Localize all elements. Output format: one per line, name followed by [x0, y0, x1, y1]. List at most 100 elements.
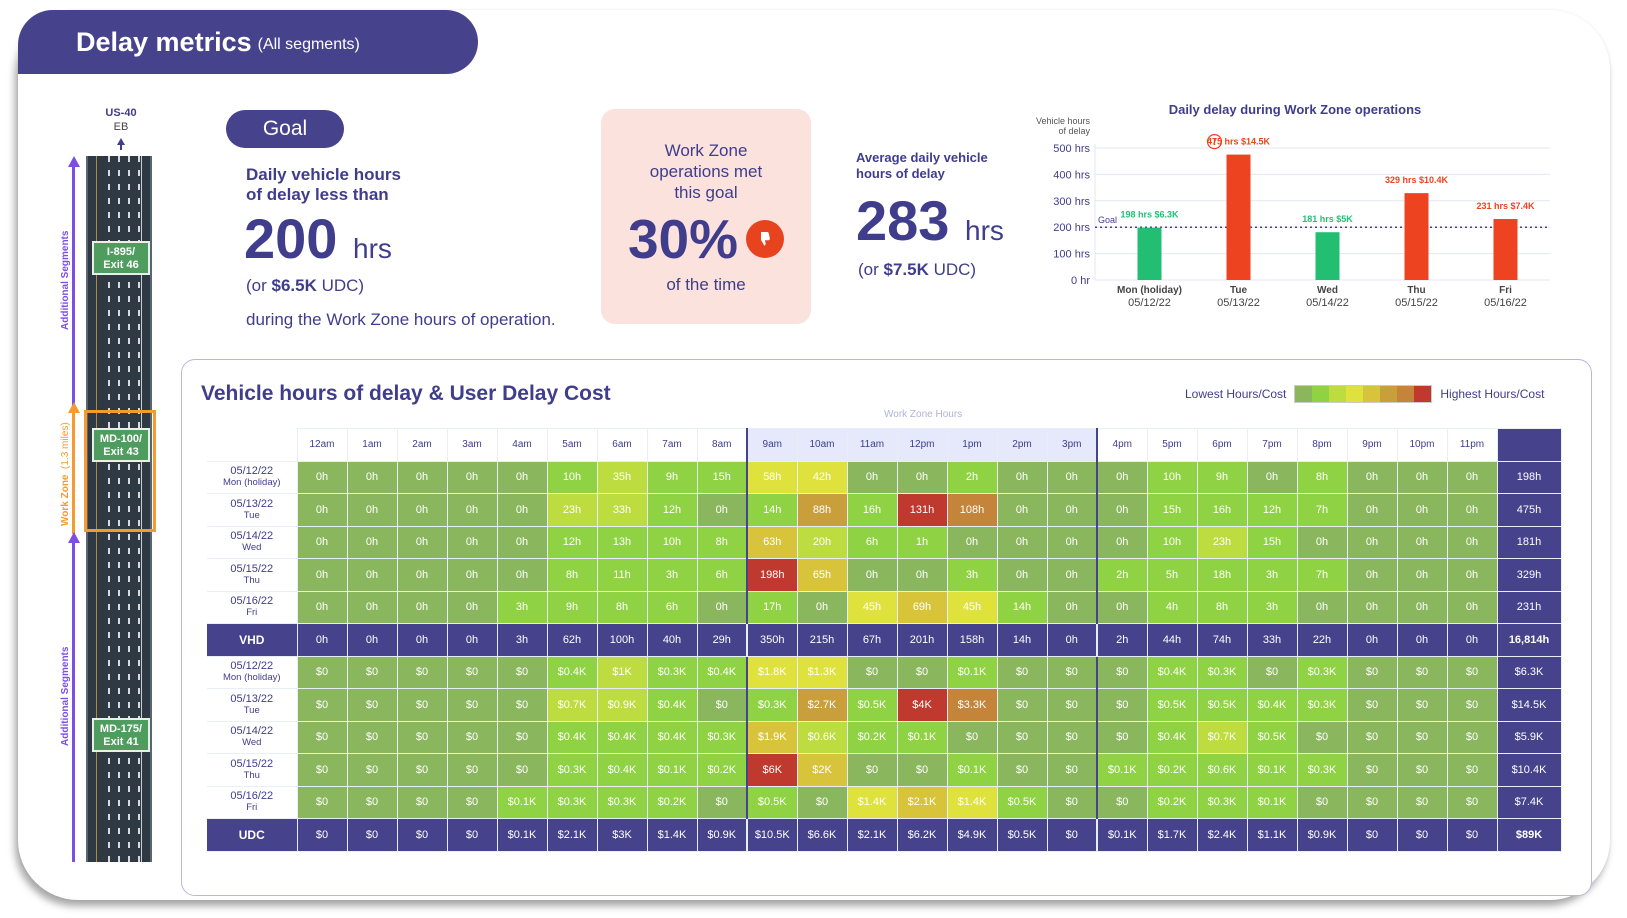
vhd-cell: 0h: [796, 590, 848, 624]
vhd-cell: 0h: [296, 558, 348, 592]
vhd-row-total: 329h: [1496, 558, 1562, 592]
x-tick-date: 05/12/22: [1128, 297, 1171, 309]
udc-cell: $0.4K: [596, 720, 648, 754]
vhd-cell: 0h: [396, 525, 448, 559]
vhd-cell: 8h: [1296, 460, 1348, 494]
vhd-cell: 0h: [346, 558, 398, 592]
vhd-cell: 6h: [696, 558, 748, 592]
daily-delay-chart: Daily delay during Work Zone operations V…: [1036, 102, 1550, 309]
udc-cell: $0.6K: [1196, 753, 1248, 787]
bar-wed: [1315, 232, 1340, 280]
udc-cell: $1.8K: [746, 655, 798, 689]
vhd-cell: 8h: [596, 590, 648, 624]
udc-total-cell: $6.2K: [896, 818, 948, 852]
udc-cell: $0.3K: [596, 785, 648, 819]
udc-cell: $0.4K: [596, 753, 648, 787]
vhd-cell: 0h: [1046, 525, 1098, 559]
row-label: 05/13/22 Tue: [207, 688, 298, 722]
vhd-cell: 69h: [896, 590, 948, 624]
vhd-cell: 0h: [496, 558, 548, 592]
udc-total-cell: $0: [346, 818, 398, 852]
vhd-cell: 35h: [596, 460, 648, 494]
udc-cell: $0: [1346, 753, 1398, 787]
vhd-cell: 8h: [1196, 590, 1248, 624]
vhd-total-cell: 74h: [1196, 623, 1248, 657]
legend-swatch: [1363, 386, 1381, 402]
vhd-cell: 0h: [296, 525, 348, 559]
udc-cell: $0: [896, 655, 948, 689]
udc-cell: $0.5K: [846, 688, 898, 722]
udc-total-cell: $0: [1046, 818, 1098, 852]
udc-cell: $0: [1296, 785, 1348, 819]
udc-cell: $0: [696, 785, 748, 819]
vhd-cell: 1h: [896, 525, 948, 559]
vhd-cell: 2h: [946, 460, 998, 494]
vhd-cell: 0h: [1046, 493, 1098, 527]
vhd-cell: 0h: [996, 493, 1048, 527]
x-tick-day: Fri: [1499, 285, 1512, 296]
vhd-cell: 0h: [1096, 590, 1148, 624]
x-tick-date: 05/13/22: [1217, 297, 1260, 309]
vhd-cell: 10h: [1146, 460, 1198, 494]
udc-cell: $0: [1096, 785, 1148, 819]
goal-met-percent: 30%: [601, 207, 811, 271]
vhd-cell: 10h: [646, 525, 698, 559]
vhd-row-total: 231h: [1496, 590, 1562, 624]
legend-swatches: [1294, 385, 1433, 403]
bar-data-label: 475 hrs $14.5K: [1207, 137, 1271, 147]
udc-cell: $0.5K: [746, 785, 798, 819]
vhd-row-total: 475h: [1496, 493, 1562, 527]
vhd-cell: 17h: [746, 590, 798, 624]
hour-header-7am: 7am: [646, 428, 698, 462]
goal-footer: during the Work Zone hours of operation.: [246, 310, 556, 329]
vhd-total-row: VHD 0h 0h 0h 0h 3h 62h 100h 40h 29h 350h 215h 67h 201…: [207, 623, 1562, 657]
udc-total-cell: $0.5K: [996, 818, 1048, 852]
hour-header-6pm: 6pm: [1196, 428, 1248, 462]
udc-cell: $0.1K: [946, 655, 998, 689]
vhd-cell: 0h: [1296, 590, 1348, 624]
udc-total-cell: $1.4K: [646, 818, 698, 852]
average-value: 283 hrs: [856, 189, 1004, 252]
vhd-cell: 23h: [546, 493, 598, 527]
y-tick-label: 100 hrs: [1053, 249, 1090, 261]
udc-cell: $0: [1346, 655, 1398, 689]
udc-total-cell: $0: [1396, 818, 1448, 852]
vhd-cell: 0h: [446, 525, 498, 559]
udc-cell: $0: [446, 785, 498, 819]
row-label: 05/15/22 Thu: [207, 753, 298, 787]
x-tick-day: Wed: [1317, 285, 1338, 296]
vhd-cell: 0h: [496, 460, 548, 494]
hour-header-3pm: 3pm: [1046, 428, 1098, 462]
udc-cell: $0.5K: [1196, 688, 1248, 722]
udc-cell: $0.5K: [996, 785, 1048, 819]
y-tick-label: 200 hrs: [1053, 222, 1090, 234]
udc-row: 05/14/22 Wed $0 $0 $0 $0 $0 $0.4K $0.4K $0.4K $0.3…: [207, 720, 1562, 754]
vhd-cell: 0h: [296, 493, 348, 527]
udc-cell: $0: [1446, 720, 1498, 754]
udc-total-cell: $0.1K: [496, 818, 548, 852]
udc-cell: $0.4K: [1246, 688, 1298, 722]
page-title: Delay metrics: [76, 26, 252, 57]
vhd-cell: 0h: [1396, 525, 1448, 559]
goal-met-footer: of the time: [666, 275, 746, 294]
legend-high-label: Highest Hours/Cost: [1440, 387, 1545, 401]
route-label: US-40 EB: [95, 106, 147, 134]
udc-total-cell: $4.9K: [946, 818, 998, 852]
vhd-total-cell: 0h: [1046, 623, 1098, 657]
hour-header-2am: 2am: [396, 428, 448, 462]
hour-header-10am: 10am: [796, 428, 848, 462]
udc-cell: $0: [346, 655, 398, 689]
udc-cell: $0.1K: [896, 720, 948, 754]
hour-header-7pm: 7pm: [1246, 428, 1298, 462]
work-zone-length: (1.3 miles): [60, 422, 71, 469]
vhd-cell: 0h: [1346, 493, 1398, 527]
vhd-cell: 0h: [446, 590, 498, 624]
vhd-cell: 3h: [646, 558, 698, 592]
vhd-cell: 0h: [896, 460, 948, 494]
goal-udc: (or $6.5K UDC): [246, 276, 365, 295]
udc-cell: $0.2K: [696, 753, 748, 787]
vhd-total-cell: 29h: [696, 623, 748, 657]
udc-cell: $0: [846, 655, 898, 689]
vhd-cell: 6h: [846, 525, 898, 559]
average-udc: (or $7.5K UDC): [858, 260, 977, 279]
